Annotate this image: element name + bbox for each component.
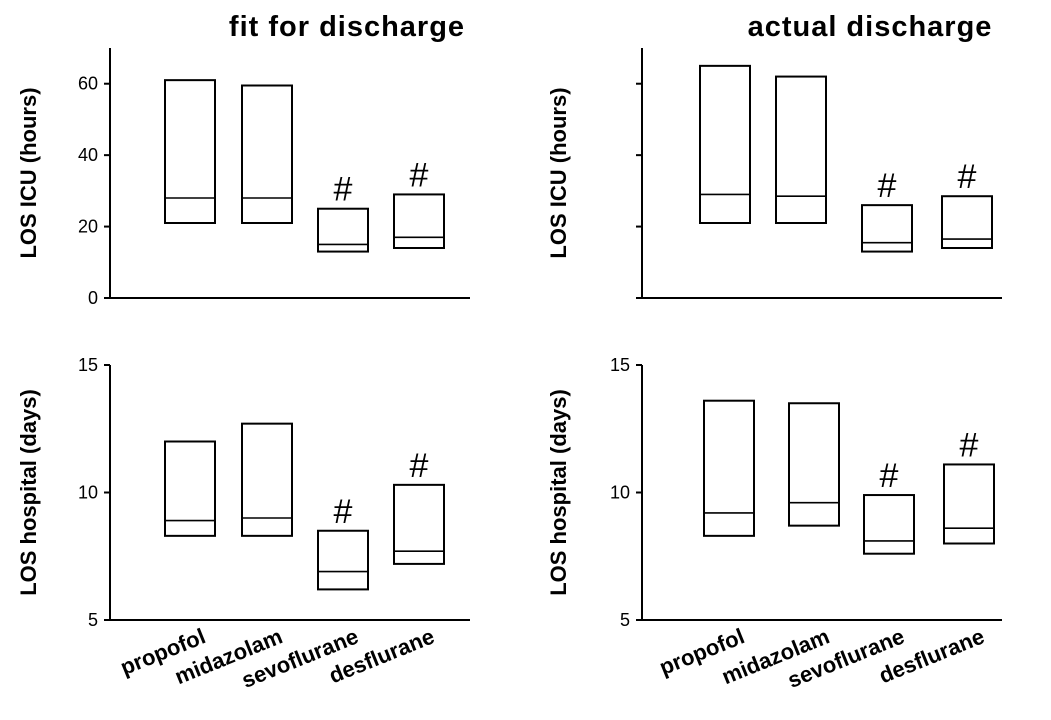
- significance-mark: #: [334, 171, 353, 209]
- y-axis-label: LOS ICU (hours): [546, 87, 571, 258]
- significance-mark: #: [334, 493, 353, 531]
- box-desflurane: [393, 483, 445, 565]
- y-tick-label: 10: [610, 483, 630, 503]
- y-tick-label: 20: [78, 217, 98, 237]
- box-midazolam: [241, 422, 293, 537]
- significance-mark: #: [880, 457, 899, 495]
- box-midazolam: [788, 402, 840, 527]
- y-tick-label: 0: [88, 288, 98, 308]
- y-tick-label: 15: [610, 355, 630, 375]
- y-tick-label: 5: [620, 610, 630, 630]
- box-propofol: [699, 64, 751, 224]
- y-axis-label: LOS ICU (hours): [16, 87, 41, 258]
- significance-mark: #: [878, 167, 897, 205]
- significance-mark: #: [410, 156, 429, 194]
- significance-mark: #: [958, 158, 977, 196]
- panel-1: 0 20 40 60 LOS ICU (hours) # #: [16, 48, 470, 308]
- box-propofol: [703, 399, 755, 537]
- y-tick-label: 40: [78, 145, 98, 165]
- significance-mark: #: [960, 426, 979, 464]
- y-tick-label: 5: [88, 610, 98, 630]
- box-sevoflurane: [317, 207, 369, 253]
- significance-mark: #: [410, 447, 429, 485]
- box-desflurane: [941, 195, 993, 249]
- y-axis-label: LOS hospital (days): [16, 389, 41, 596]
- y-axis-label: LOS hospital (days): [546, 389, 571, 596]
- y-tick-label: 60: [78, 74, 98, 94]
- box-midazolam: [241, 84, 293, 224]
- column-title-fit: fit for discharge: [229, 11, 465, 43]
- box-desflurane: [393, 193, 445, 250]
- box-propofol: [164, 79, 216, 225]
- box-sevoflurane: [863, 494, 915, 555]
- column-title-actual: actual discharge: [748, 11, 993, 43]
- panel-2: LOS ICU (hours) # #: [546, 48, 1002, 299]
- y-tick-label: 10: [78, 483, 98, 503]
- box-midazolam: [775, 75, 827, 224]
- box-sevoflurane: [861, 204, 913, 253]
- box-propofol: [164, 440, 216, 537]
- y-tick-label: 15: [78, 355, 98, 375]
- box-desflurane: [943, 463, 995, 545]
- box-sevoflurane: [317, 529, 369, 591]
